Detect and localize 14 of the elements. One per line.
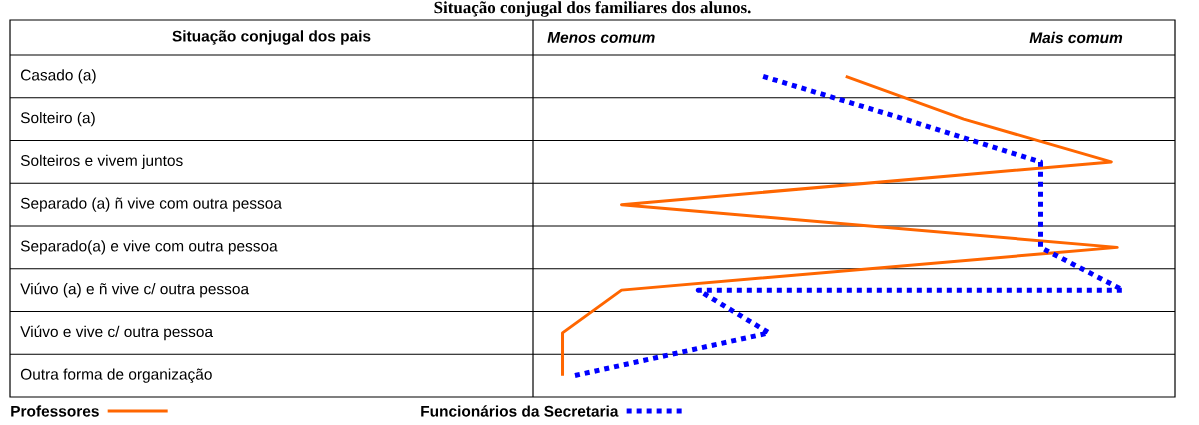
legend-label: Professores <box>11 405 99 417</box>
y-tick-label: Solteiro (a) <box>20 111 95 127</box>
chart-title: Situação conjugal dos familiares dos alunos. <box>434 1 751 17</box>
annotation: Mais comum <box>1029 31 1123 44</box>
y-tick-label: Separado(a) e vive com outra pessoa <box>20 240 278 255</box>
y-tick-label: Solteiros e vivem juntos <box>20 154 183 170</box>
y-tick-label: Outra forma de organização <box>20 368 212 383</box>
y-tick-label: Viúvo e vive c/ outra pessoa <box>20 325 214 341</box>
legend-label: Funcionários da Secretaria <box>421 405 619 417</box>
y-tick-label: Separado (a) ñ vive com outra pessoa <box>20 197 282 212</box>
y-axis-title: Situação conjugal dos pais <box>172 30 371 45</box>
annotation: Menos comum <box>547 32 655 43</box>
y-tick-label: Viúvo (a) e ñ vive c/ outra pessoa <box>20 282 250 298</box>
y-tick-label: Casado (a) <box>20 69 96 84</box>
